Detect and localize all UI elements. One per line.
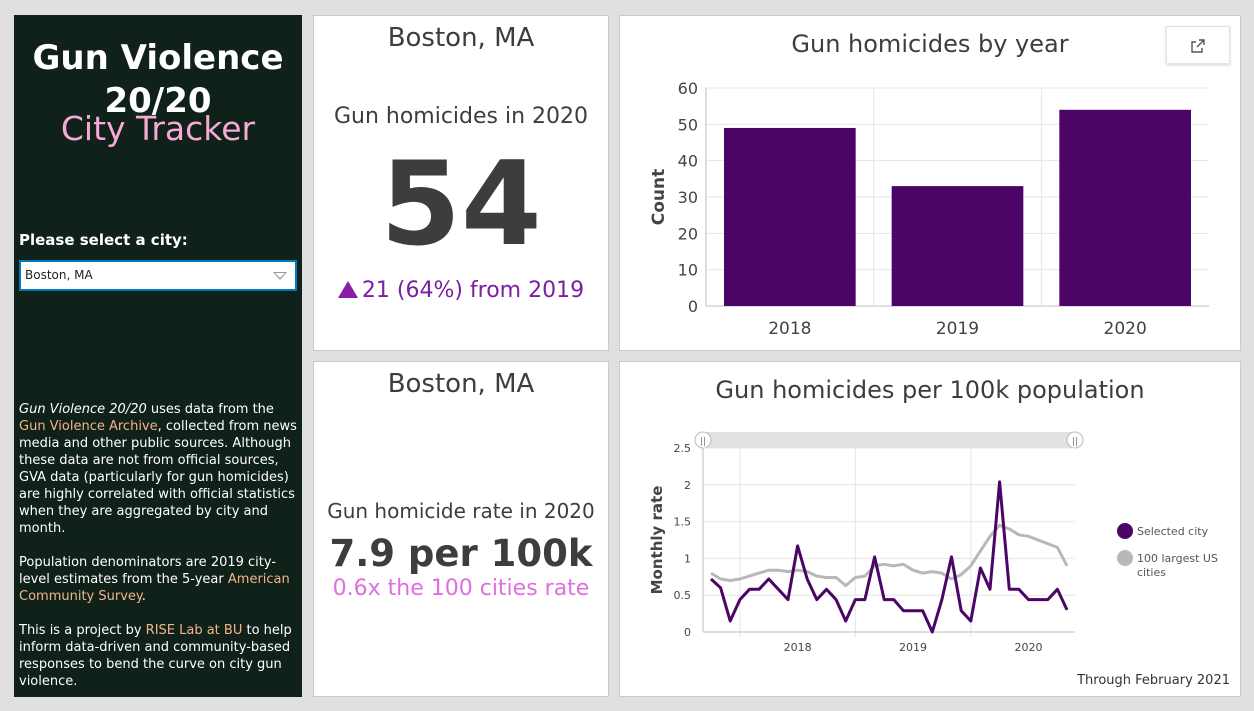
legend-label-selected-city: Selected city [1137, 525, 1209, 538]
card-city-name: Boston, MA [387, 23, 535, 53]
homicides-by-year-panel: Gun homicides by year 0 10 20 30 40 50 60 2018 2… [619, 15, 1241, 351]
grip-icon: || [1072, 437, 1078, 447]
bar-chart-title: Gun homicides by year [791, 30, 1069, 58]
sidebar: Gun Violence 20/20 City Tracker Please se… [14, 15, 302, 697]
bar-2019 [891, 186, 1024, 306]
y-tick-label: 50 [678, 115, 698, 134]
y-axis-label: Count [649, 169, 669, 226]
gva-link[interactable]: Gun Violence Archive [19, 419, 158, 434]
homicide-rate-label: Gun homicide rate in 2020 [327, 499, 595, 523]
x-tick-label: 2018 [784, 641, 812, 654]
y-tick-label: 60 [678, 79, 698, 98]
bar-2018 [724, 127, 856, 306]
y-tick-label: 20 [678, 224, 698, 243]
homicide-change-text: 21 (64%) from 2019 [361, 278, 585, 303]
y-tick-label: 0 [688, 297, 698, 316]
x-tick-label: 2020 [1015, 641, 1043, 654]
bar-2020 [1059, 109, 1191, 306]
about-text-span: uses data from the [146, 402, 274, 417]
about-text-span: . [141, 589, 146, 604]
about-text-span: to help inform data-driven and community… [19, 623, 292, 689]
y-tick-label: 30 [678, 188, 698, 207]
expand-icon [1191, 39, 1205, 53]
city-select[interactable]: Boston, MA [19, 260, 297, 291]
triangle-up-icon [337, 281, 358, 298]
homicide-rate-card: Boston, MA Gun homicide rate in 2020 7.9… [313, 361, 609, 697]
about-paragraph-2: Population denominators are 2019 city-le… [19, 554, 299, 605]
homicide-count-value: 54 [380, 137, 542, 272]
x-tick-label: 2020 [1104, 319, 1147, 339]
legend-swatch-selected-city [1117, 523, 1133, 539]
line-chart-title: Gun homicides per 100k population [715, 376, 1145, 404]
acs-link[interactable]: American Community Survey [19, 572, 290, 604]
y-axis-label: Monthly rate [648, 486, 666, 595]
series-line-100-cities [710, 523, 1069, 588]
homicide-count-label: Gun homicides in 2020 [333, 104, 589, 129]
homicide-rate-comparison: 0.6x the 100 cities rate [332, 576, 590, 601]
x-tick-label: 2019 [936, 319, 979, 339]
legend-swatch-100-cities [1117, 550, 1133, 566]
about-paragraph-1: Gun Violence 20/20 uses data from the Gu… [19, 401, 299, 537]
bar-chart: 0 10 20 30 40 50 60 2018 2019 2020 Count [649, 79, 1209, 339]
homicide-change: 21 (64%) from 2019 [314, 278, 608, 303]
series-line-selected-city [709, 480, 1069, 634]
card-city-name: Boston, MA [387, 369, 535, 399]
app-title: Gun Violence 20/20 [32, 38, 284, 121]
data-through-note: Through February 2021 [1077, 673, 1230, 688]
homicide-count-card: Boston, MA Gun homicides in 2020 54 21 (… [313, 15, 609, 351]
y-tick-label: 2.5 [674, 442, 692, 455]
city-select-value: Boston, MA [25, 268, 93, 282]
y-tick-label: 40 [678, 152, 698, 171]
expand-button[interactable] [1166, 26, 1230, 64]
about-text-span: Population denominators are 2019 city-le… [19, 555, 277, 587]
city-select-label: Please select a city: [19, 231, 188, 249]
rise-lab-link[interactable]: RISE Lab at BU [145, 623, 243, 638]
x-tick-label: 2019 [899, 641, 927, 654]
about-text-span: This is a project by [19, 623, 146, 638]
about-text-span: , collected from news media and other pu… [19, 419, 297, 536]
x-tick-label: 2018 [768, 319, 811, 339]
about-paragraph-3: This is a project by RISE Lab at BU to h… [19, 622, 299, 690]
legend-label-100-cities: 100 largest US cities [1137, 552, 1218, 579]
chevron-down-icon[interactable] [273, 272, 287, 280]
y-tick-label: 0.5 [674, 589, 692, 602]
app-subtitle: City Tracker [60, 109, 256, 148]
line-chart: || || 0 0.5 1 1.5 2 2.5 2018 2019 2020 Monthly rate… [648, 431, 1218, 654]
homicide-rate-value: 7.9 per 100k [329, 532, 593, 575]
y-tick-label: 0 [684, 626, 691, 639]
y-tick-label: 2 [684, 479, 691, 492]
y-tick-label: 1.5 [674, 516, 692, 529]
y-tick-label: 1 [684, 552, 691, 565]
grip-icon: || [700, 437, 706, 447]
homicide-rate-panel: Gun homicides per 100k population || || 0 0… [619, 361, 1241, 697]
about-title-em: Gun Violence 20/20 [19, 402, 147, 417]
about-text: Gun Violence 20/20 uses data from the Gu… [19, 401, 299, 707]
range-slider-track [703, 432, 1075, 448]
y-tick-label: 10 [678, 261, 698, 280]
